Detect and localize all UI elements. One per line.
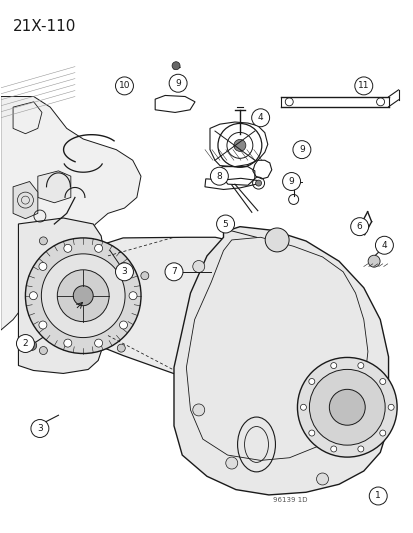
Polygon shape xyxy=(38,171,71,203)
Circle shape xyxy=(95,244,102,252)
Circle shape xyxy=(292,141,310,159)
Text: 11: 11 xyxy=(357,82,369,91)
Text: 2: 2 xyxy=(23,339,28,348)
Circle shape xyxy=(115,263,133,281)
Circle shape xyxy=(300,405,306,410)
Circle shape xyxy=(115,77,133,95)
Circle shape xyxy=(368,487,386,505)
Circle shape xyxy=(309,369,384,445)
Circle shape xyxy=(169,74,187,92)
Text: 4: 4 xyxy=(257,113,263,122)
Polygon shape xyxy=(19,218,103,374)
Circle shape xyxy=(375,236,392,254)
Text: 9: 9 xyxy=(175,79,180,88)
Circle shape xyxy=(192,404,204,416)
Circle shape xyxy=(39,262,47,270)
Circle shape xyxy=(57,270,109,321)
Polygon shape xyxy=(13,182,38,219)
Circle shape xyxy=(140,272,148,280)
Polygon shape xyxy=(1,96,141,330)
Circle shape xyxy=(64,244,71,252)
Circle shape xyxy=(354,77,372,95)
Circle shape xyxy=(367,255,379,267)
Circle shape xyxy=(216,215,234,233)
Polygon shape xyxy=(173,227,388,495)
Circle shape xyxy=(192,261,204,272)
Circle shape xyxy=(95,339,102,347)
Text: 8: 8 xyxy=(216,172,222,181)
Text: 5: 5 xyxy=(222,220,228,229)
Circle shape xyxy=(17,335,34,352)
Text: 6: 6 xyxy=(356,222,362,231)
Circle shape xyxy=(39,321,47,329)
Circle shape xyxy=(350,217,368,236)
Text: 96139 1D: 96139 1D xyxy=(272,497,307,503)
Polygon shape xyxy=(98,237,256,378)
Circle shape xyxy=(265,228,288,252)
Circle shape xyxy=(39,346,47,354)
Circle shape xyxy=(330,362,336,368)
Circle shape xyxy=(64,339,71,347)
Circle shape xyxy=(172,62,180,70)
Text: 1: 1 xyxy=(375,491,380,500)
Circle shape xyxy=(129,292,137,300)
Circle shape xyxy=(25,238,141,353)
Circle shape xyxy=(330,446,336,452)
Circle shape xyxy=(387,405,393,410)
Circle shape xyxy=(379,378,385,384)
Text: 10: 10 xyxy=(119,82,130,91)
Text: 9: 9 xyxy=(288,177,294,186)
Circle shape xyxy=(210,167,228,185)
Circle shape xyxy=(27,341,37,351)
Circle shape xyxy=(29,292,37,300)
Circle shape xyxy=(39,237,47,245)
Circle shape xyxy=(357,362,363,368)
Circle shape xyxy=(379,430,385,436)
Text: 4: 4 xyxy=(381,241,386,250)
Text: 3: 3 xyxy=(121,268,127,276)
Circle shape xyxy=(41,254,125,337)
Circle shape xyxy=(297,358,396,457)
Text: 9: 9 xyxy=(298,145,304,154)
Circle shape xyxy=(119,321,127,329)
Circle shape xyxy=(225,457,237,469)
Circle shape xyxy=(255,180,261,186)
Circle shape xyxy=(329,389,364,425)
Circle shape xyxy=(165,263,183,281)
Text: 21X-110: 21X-110 xyxy=(13,20,76,35)
Circle shape xyxy=(73,286,93,306)
Circle shape xyxy=(251,109,269,127)
Circle shape xyxy=(117,344,125,352)
Circle shape xyxy=(308,430,314,436)
Circle shape xyxy=(119,262,127,270)
Circle shape xyxy=(31,419,49,438)
Circle shape xyxy=(316,473,328,485)
Circle shape xyxy=(357,446,363,452)
Circle shape xyxy=(35,420,45,430)
Circle shape xyxy=(233,140,245,151)
Circle shape xyxy=(282,173,300,190)
Circle shape xyxy=(308,378,314,384)
Text: 7: 7 xyxy=(171,268,176,276)
Text: 3: 3 xyxy=(37,424,43,433)
